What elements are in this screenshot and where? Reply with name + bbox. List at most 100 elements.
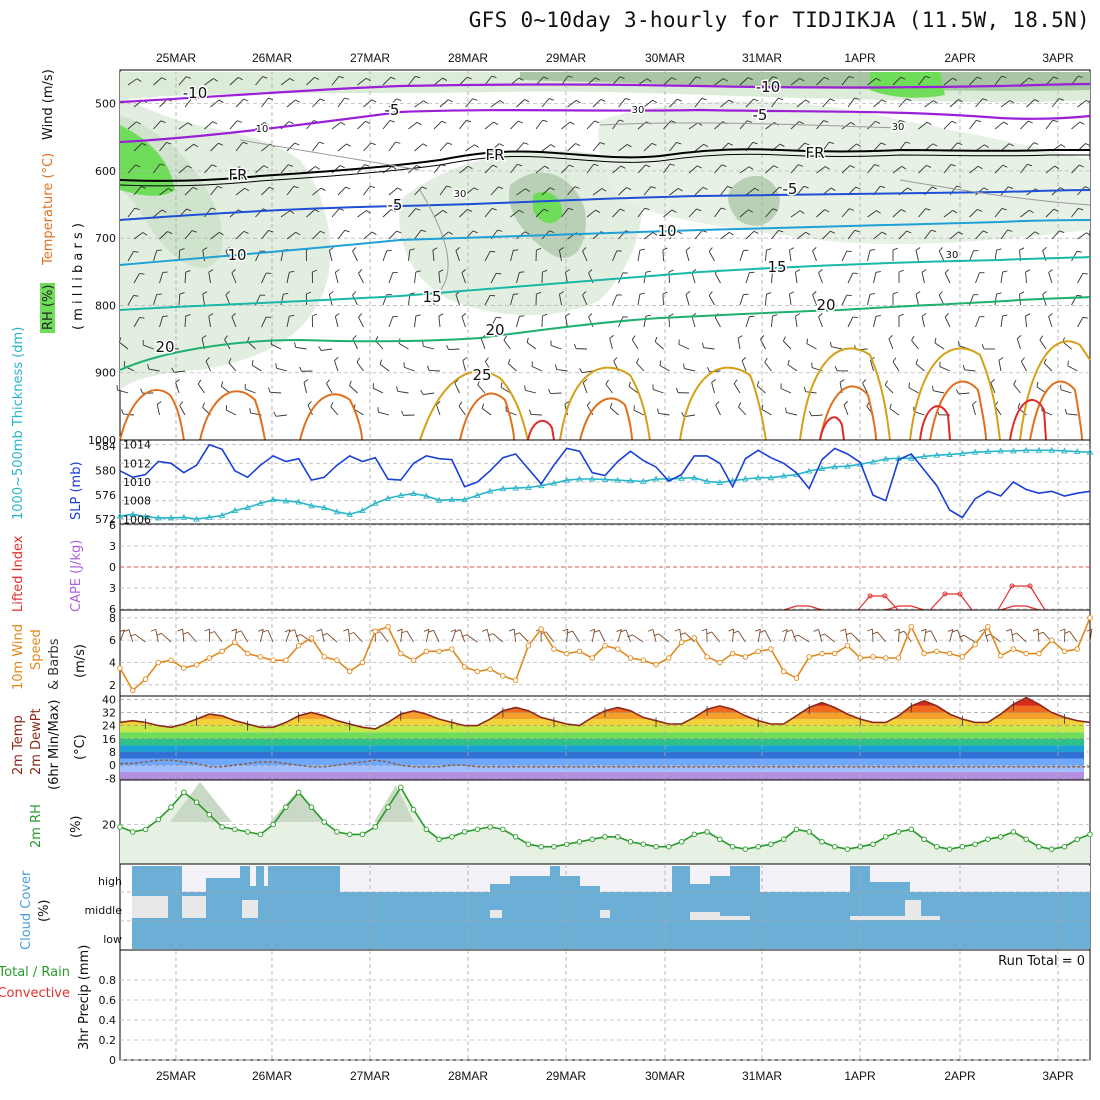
surface-barb-flag xyxy=(728,628,734,632)
wind-barb xyxy=(822,141,830,152)
surface-barb-flag xyxy=(647,628,654,632)
cloud-cells xyxy=(132,866,1090,949)
rh-line-point xyxy=(168,804,174,810)
surface-barb xyxy=(1069,631,1078,643)
wind-barb xyxy=(531,365,543,372)
thickness-line-point xyxy=(1073,448,1081,455)
surface-barb-flag xyxy=(321,633,328,636)
wind-speed-line-point xyxy=(768,646,774,652)
wind-barb-flag xyxy=(288,121,294,125)
thickness-line-point xyxy=(882,455,890,462)
rh-line-point xyxy=(385,804,391,810)
wind-barb xyxy=(178,293,181,306)
wind-barb-flag xyxy=(484,357,489,362)
wind-barb xyxy=(261,316,267,328)
wind-barb xyxy=(197,383,205,394)
temp-tick: 8 xyxy=(109,746,116,759)
cloud-mid-cell xyxy=(905,900,921,918)
wind-barb xyxy=(841,208,850,218)
surface-barb-flag xyxy=(1005,628,1012,632)
rh-line-point xyxy=(308,804,315,810)
wind-barb-flag xyxy=(659,360,662,366)
thickness-tick: 580 xyxy=(95,464,116,477)
wind-speed-line-point xyxy=(615,646,621,652)
wind-barb xyxy=(286,231,296,240)
wind-barb-flag xyxy=(264,122,269,126)
wind-barb xyxy=(508,363,517,372)
top-date-label: 26MAR xyxy=(252,51,292,65)
wind-barb-flag xyxy=(675,387,679,393)
wind-barb xyxy=(605,383,613,394)
p4-label-c: & Barbs xyxy=(47,638,62,690)
bottom-date-label: 26MAR xyxy=(252,1069,292,1083)
wind-barb xyxy=(159,272,164,284)
wind-barb-flag xyxy=(1085,143,1091,147)
wind-barb xyxy=(694,98,703,108)
wind-barb xyxy=(662,249,664,262)
wind-barb xyxy=(458,405,466,416)
wind-barb xyxy=(841,165,851,174)
wind-speed-line-point xyxy=(436,648,442,655)
wind-barb-flag xyxy=(335,269,340,273)
wind-barb-flag xyxy=(620,165,626,169)
surface-barb-flag xyxy=(786,629,792,633)
wind-barb xyxy=(739,250,744,262)
wind-barb xyxy=(382,250,388,262)
wind-barb-flag xyxy=(875,120,881,124)
surface-barb-flag xyxy=(1011,632,1017,636)
li-tick: 0 xyxy=(109,561,116,574)
wind-barb xyxy=(178,76,187,86)
wind-barb-flag xyxy=(938,291,943,296)
cloud-mid-cell xyxy=(690,912,720,920)
surface-barb-flag xyxy=(235,630,242,634)
wind-barb xyxy=(760,338,766,350)
rh-line-point xyxy=(870,841,876,847)
rh-line-point xyxy=(270,821,276,828)
wind-barb xyxy=(261,230,269,240)
rh-line-point xyxy=(1061,843,1068,850)
wind-barb xyxy=(159,142,167,152)
wind-barb-flag xyxy=(238,166,244,170)
wind-barb xyxy=(949,231,959,240)
dewpoint-line xyxy=(120,759,1090,768)
wind-barb-flag xyxy=(627,143,632,148)
wind-barb-flag xyxy=(728,142,734,146)
wind-barb-flag xyxy=(517,120,523,124)
wind-barb-flag xyxy=(446,185,452,188)
wind-barb-flag xyxy=(491,208,497,211)
wind-barb xyxy=(873,142,882,152)
wind-barb-flag xyxy=(210,207,216,210)
surface-barb-flag xyxy=(289,629,295,633)
rh-line-point xyxy=(372,824,379,830)
top-date-label: 31MAR xyxy=(742,51,782,65)
cloud-clear-cell xyxy=(760,866,850,892)
wind-barb-flag xyxy=(219,231,224,236)
wind-barb xyxy=(1067,365,1078,372)
contour-freezing xyxy=(119,148,1090,182)
wind-barb-flag xyxy=(944,313,949,318)
wind-barb xyxy=(438,272,441,284)
wind-barb-flag xyxy=(921,313,927,317)
wind-barb xyxy=(541,187,551,196)
wind-barb xyxy=(652,388,664,394)
surface-barb xyxy=(757,629,761,643)
wind-barb-flag xyxy=(493,121,499,125)
wind-barb-flag xyxy=(409,292,415,295)
wind-barb xyxy=(382,166,393,174)
wind-speed-line-point xyxy=(130,687,136,694)
wind-barb xyxy=(643,99,653,108)
wind-barb-flag xyxy=(849,208,855,211)
rh-line-point xyxy=(244,829,251,835)
contour-label: 30 xyxy=(892,122,905,133)
wind-barb xyxy=(796,142,805,152)
wind-barb xyxy=(921,272,925,284)
pressure-tick: 600 xyxy=(95,165,116,178)
wind-barb-flag xyxy=(427,365,430,371)
wind-barb xyxy=(280,210,291,218)
contour-label: 10 xyxy=(657,222,676,240)
wind-barb xyxy=(564,272,568,284)
wind-barb xyxy=(783,340,792,350)
rh-line-point xyxy=(1048,846,1055,852)
thickness-line-point xyxy=(729,477,736,484)
